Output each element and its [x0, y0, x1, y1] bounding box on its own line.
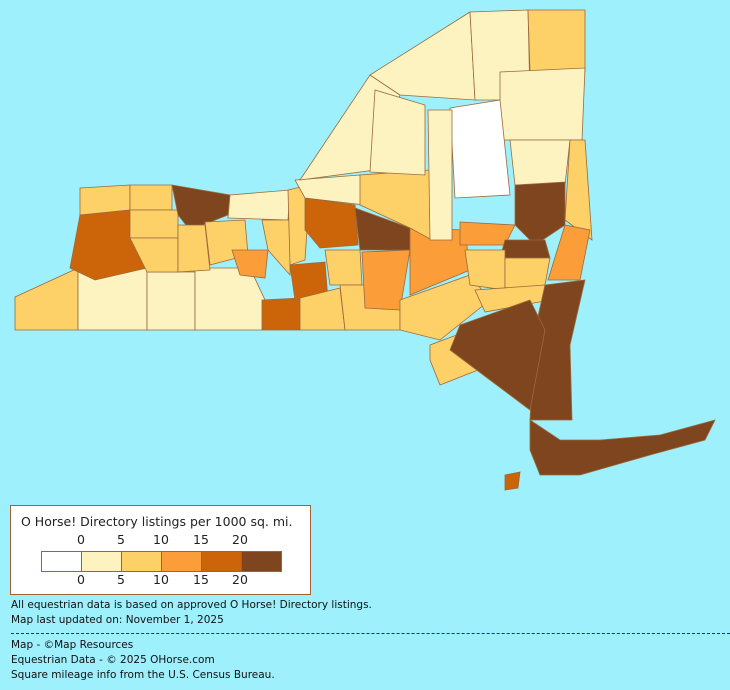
legend-bottom-label: 15 [193, 572, 209, 587]
county-region [79, 184, 131, 216]
last-updated-note: Map last updated on: November 1, 2025 [11, 614, 224, 626]
legend-color-scale [41, 551, 282, 572]
county-region [194, 267, 266, 331]
county-region [146, 271, 196, 331]
county-region [261, 219, 291, 277]
new-york-county-map [14, 9, 716, 491]
legend-swatch-2 [122, 552, 162, 571]
county-region [177, 224, 211, 273]
map-credit: Map - ©Map Resources [11, 639, 134, 651]
county-region [129, 209, 179, 239]
divider [11, 633, 730, 634]
legend-top-label: 20 [232, 532, 248, 547]
legend-bottom-label: 5 [117, 572, 125, 587]
legend-title: O Horse! Directory listings per 1000 sq.… [21, 514, 293, 529]
legend-bottom-label: 10 [153, 572, 169, 587]
county-region [547, 224, 591, 281]
county-region [129, 184, 173, 211]
county-region [514, 181, 566, 246]
county-region [464, 249, 506, 291]
county-region [499, 67, 586, 141]
county-region [509, 139, 571, 186]
county-region [14, 267, 79, 331]
county-region [231, 249, 269, 279]
county-region [564, 139, 593, 241]
county-region [77, 267, 148, 331]
county-region [304, 197, 359, 249]
legend-top-label: 5 [117, 532, 125, 547]
county-region [529, 419, 716, 476]
legend-swatch-1 [82, 552, 122, 571]
county-region [227, 189, 291, 221]
legend-bottom-label: 20 [232, 572, 248, 587]
data-credit: Equestrian Data - © 2025 OHorse.com [11, 654, 215, 666]
county-region [527, 9, 586, 73]
county-region [324, 249, 363, 286]
legend-bottom-label: 0 [77, 572, 85, 587]
legend: O Horse! Directory listings per 1000 sq.… [10, 505, 311, 595]
legend-top-label: 10 [153, 532, 169, 547]
legend-top-label: 0 [77, 532, 85, 547]
county-region [399, 274, 491, 341]
county-region [261, 297, 301, 331]
county-region [504, 471, 521, 491]
county-region [449, 99, 511, 199]
county-region [427, 109, 453, 241]
county-region [369, 89, 426, 176]
legend-swatch-0 [42, 552, 82, 571]
county-region [499, 239, 551, 259]
legend-swatch-4 [202, 552, 242, 571]
legend-swatch-3 [162, 552, 202, 571]
legend-top-label: 15 [193, 532, 209, 547]
county-region [449, 299, 546, 411]
census-credit: Square mileage info from the U.S. Census… [11, 669, 275, 681]
data-basis-note: All equestrian data is based on approved… [11, 599, 372, 611]
legend-swatch-5 [242, 552, 281, 571]
